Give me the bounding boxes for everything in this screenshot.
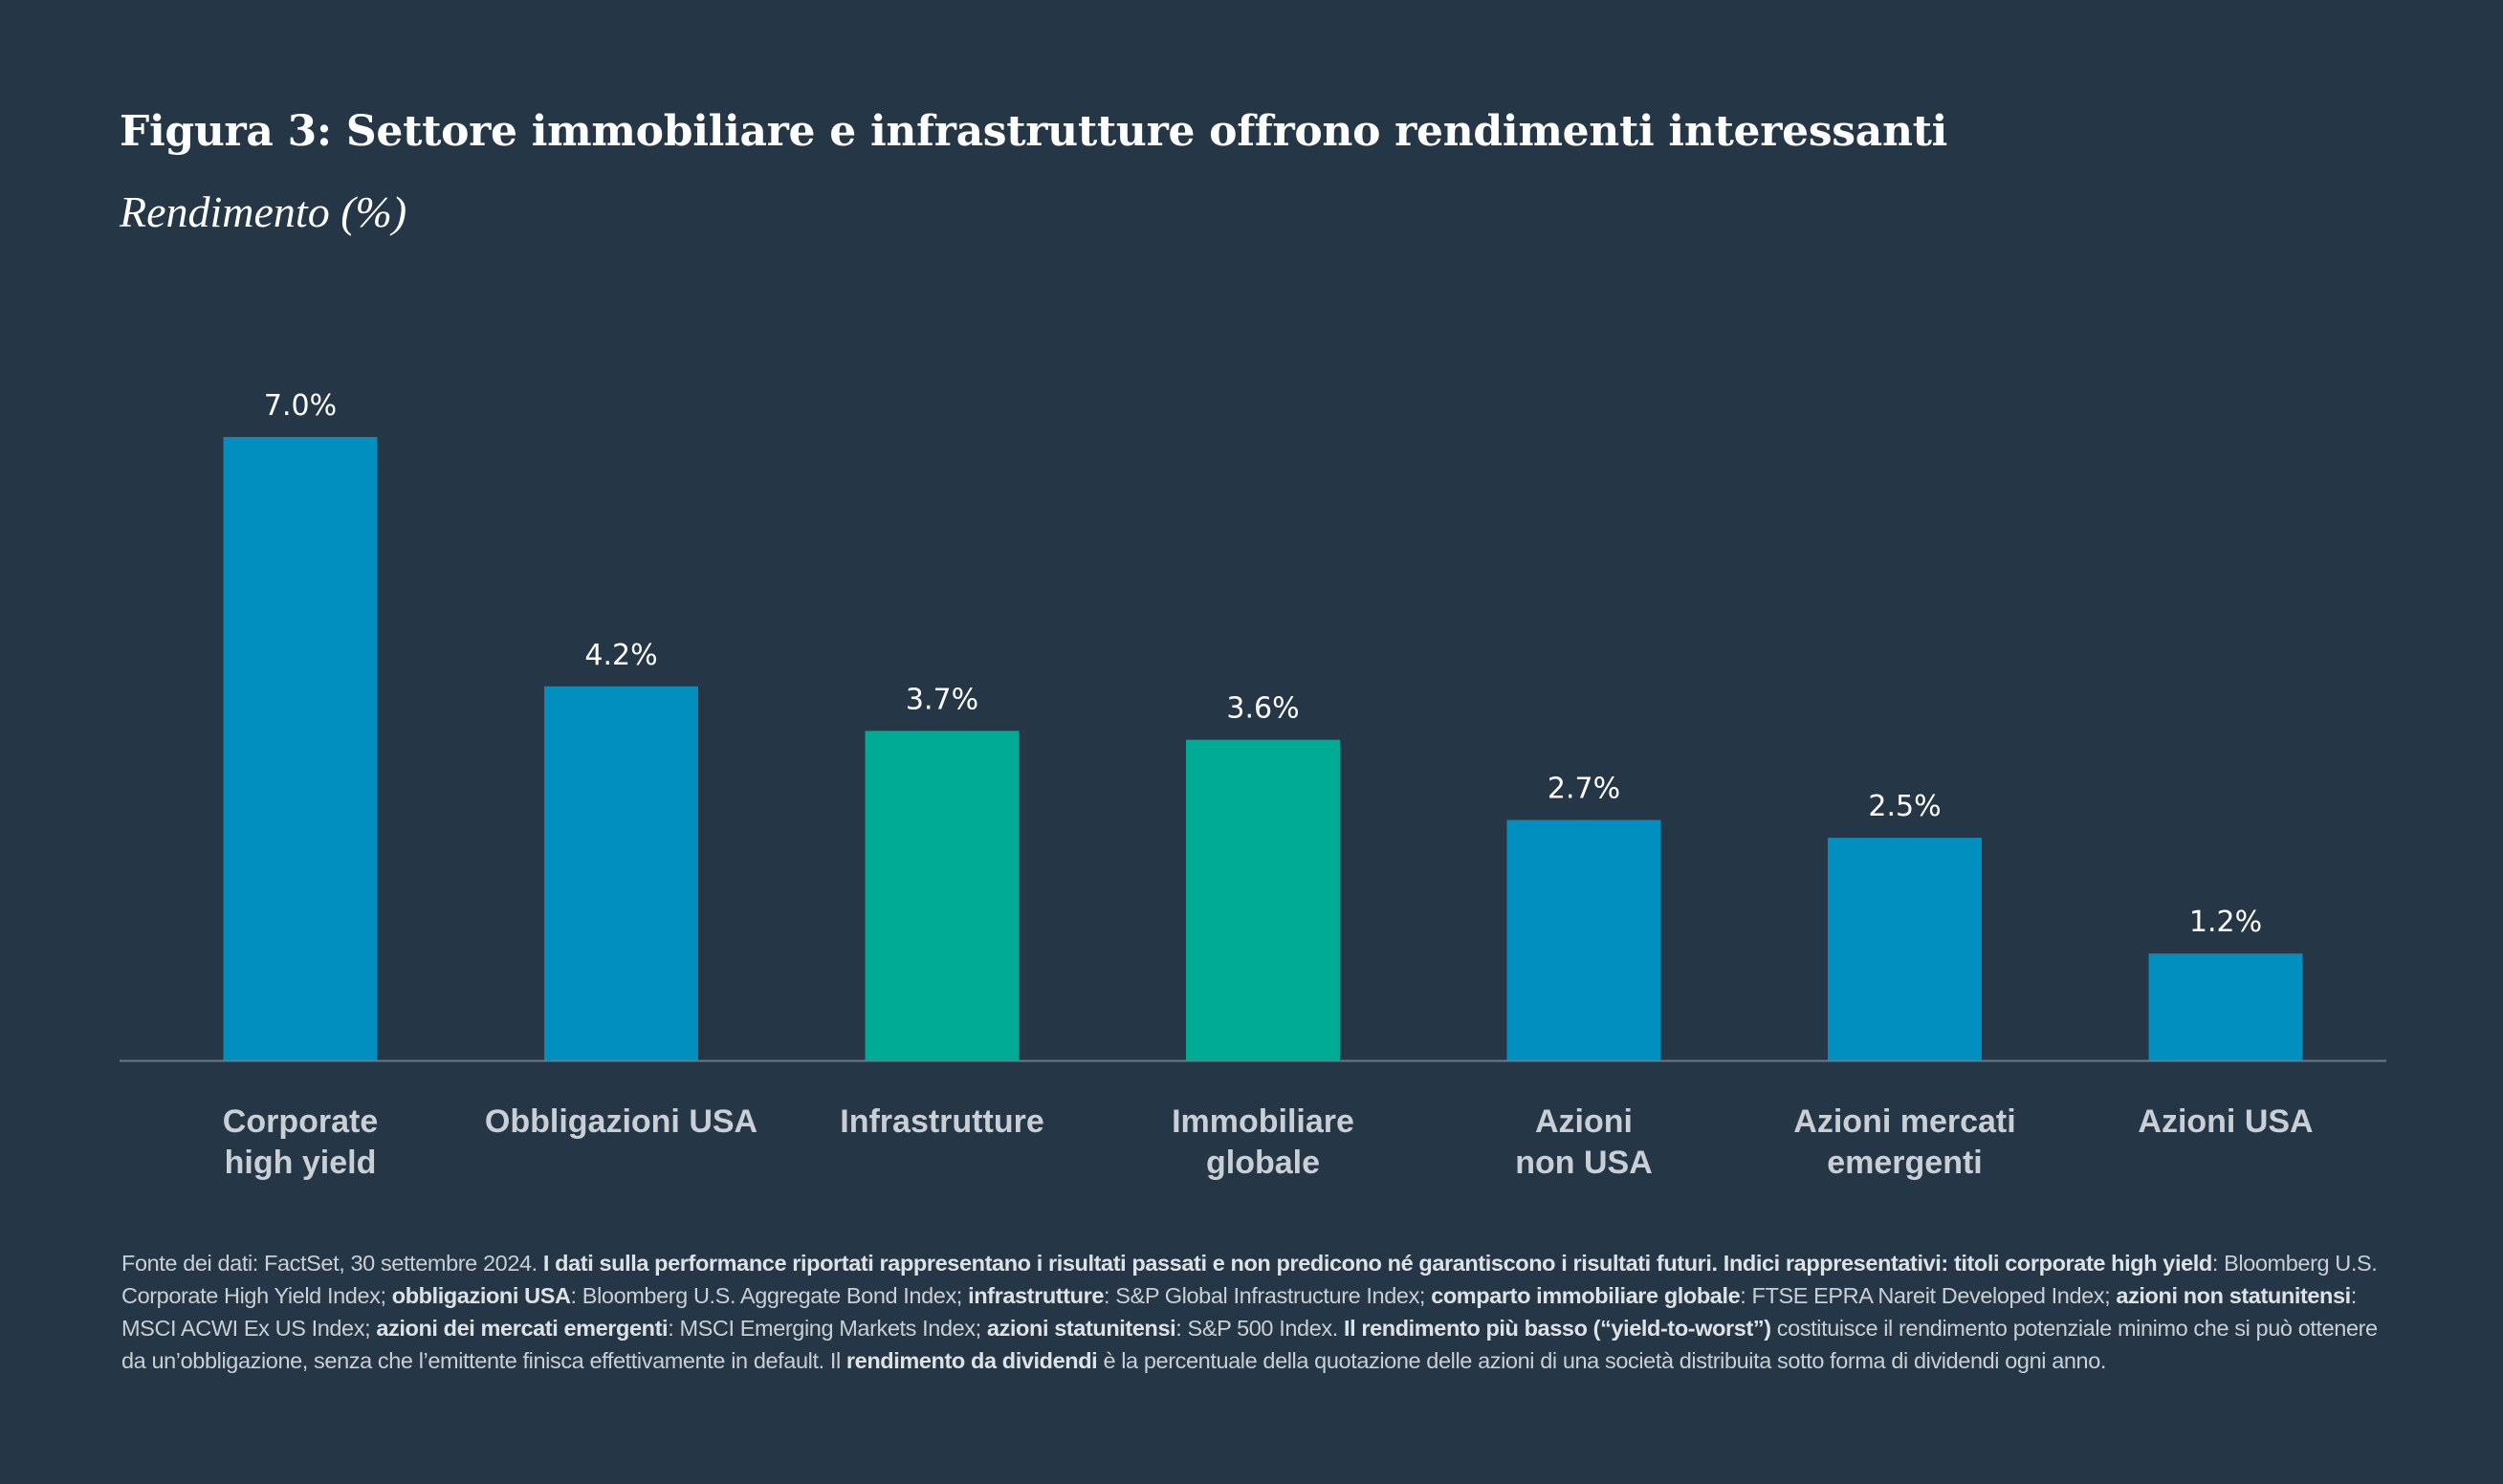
data-label: 2.7% bbox=[1548, 773, 1620, 806]
footnote-segment: : MSCI Emerging Markets Index; bbox=[668, 1316, 987, 1341]
footnote-segment: comparto immobiliare globale bbox=[1431, 1283, 1741, 1308]
chart-subtitle: Rendimento (%) bbox=[120, 187, 407, 236]
category-label: globale bbox=[1206, 1145, 1320, 1181]
data-label: 3.7% bbox=[906, 683, 978, 716]
footnote-segment: azioni statunitensi bbox=[986, 1316, 1176, 1341]
bar-chart: 7.0% Corporate high yield 4.2% Obbligazioni … bbox=[120, 389, 2386, 1181]
category-label: Infrastrutture bbox=[840, 1103, 1043, 1140]
data-label: 2.5% bbox=[1868, 790, 1941, 823]
data-label: 1.2% bbox=[2189, 906, 2262, 939]
footnote-segment: azioni dei mercati emergenti bbox=[376, 1316, 669, 1341]
footnote-segment: è la percentuale della quotazione delle … bbox=[1097, 1348, 2107, 1373]
footnote-segment: I dati sulla performance riportati rappr… bbox=[542, 1251, 2212, 1276]
footnote-segment: : Bloomberg U.S. Corporate High Yield In… bbox=[121, 1251, 2378, 1308]
bar bbox=[544, 686, 698, 1060]
bar bbox=[223, 437, 378, 1060]
category-label: Azioni mercati bbox=[1793, 1103, 2015, 1140]
category-label: Obbligazioni USA bbox=[485, 1103, 757, 1140]
bar bbox=[2148, 953, 2303, 1060]
footnote-segment: azioni non statunitensi bbox=[2116, 1283, 2351, 1308]
category-label: non USA bbox=[1515, 1145, 1653, 1181]
category-label: Immobiliare bbox=[1172, 1103, 1354, 1140]
source-footnote: Fonte dei dati: FactSet, 30 settembre 20… bbox=[121, 1247, 2388, 1377]
category-label: emergenti bbox=[1827, 1145, 1983, 1181]
category-label: Corporate bbox=[223, 1103, 378, 1140]
footnote-segment: infrastrutture bbox=[968, 1283, 1105, 1308]
bar bbox=[1828, 838, 1982, 1060]
footnote-segment: : FTSE EPRA Nareit Developed Index; bbox=[1740, 1283, 2117, 1308]
category-label: Azioni bbox=[1535, 1103, 1633, 1140]
footnote-segment: Fonte dei dati: FactSet, 30 settembre 20… bbox=[121, 1251, 543, 1276]
data-label: 7.0% bbox=[264, 389, 337, 423]
footnote-segment: : S&P Global Infrastructure Index; bbox=[1104, 1283, 1432, 1308]
category-label: Azioni USA bbox=[2138, 1103, 2313, 1140]
footnote-segment: costituisce il rendimento potenziale min… bbox=[121, 1316, 2378, 1373]
bar bbox=[1506, 819, 1661, 1060]
data-label: 3.6% bbox=[1226, 692, 1299, 726]
footnote-segment: : MSCI ACWI Ex US Index; bbox=[121, 1283, 2357, 1341]
footnote-segment: Il rendimento più basso (“yield-to-worst… bbox=[1343, 1316, 1771, 1341]
footnote-segment: rendimento da dividendi bbox=[845, 1348, 1098, 1373]
footnote-segment: obbligazioni USA bbox=[391, 1283, 571, 1308]
footnote-segment: : S&P 500 Index. bbox=[1175, 1316, 1344, 1341]
bar bbox=[865, 731, 1020, 1060]
bar bbox=[1186, 739, 1340, 1060]
data-label: 4.2% bbox=[584, 639, 657, 672]
footnote-segment: : Bloomberg U.S. Aggregate Bond Index; bbox=[570, 1283, 969, 1308]
category-label: high yield bbox=[225, 1145, 377, 1181]
chart-title: Figura 3: Settore immobiliare e infrastr… bbox=[120, 107, 1948, 156]
